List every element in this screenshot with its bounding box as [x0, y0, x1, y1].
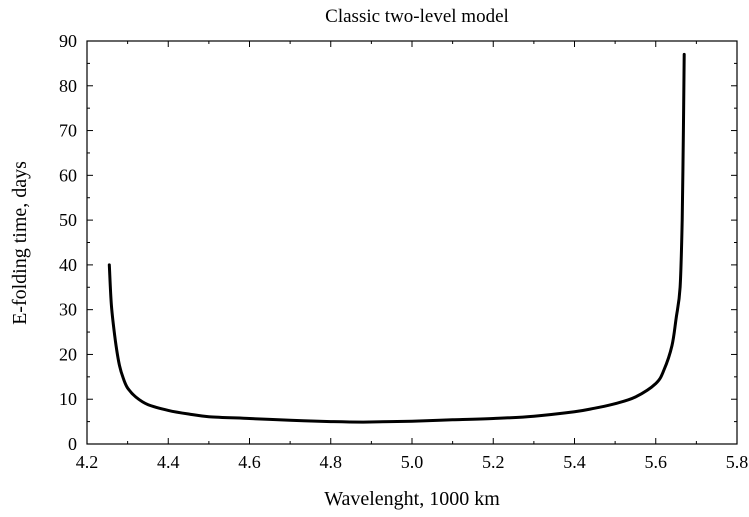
x-tick-label: 4.6 [238, 452, 261, 472]
y-tick-label: 20 [59, 344, 77, 364]
x-tick-label: 4.2 [76, 452, 99, 472]
y-axis-title: E-folding time, days [9, 161, 31, 325]
x-tick-label: 5.8 [726, 452, 749, 472]
chart-title: Classic two-level model [325, 6, 509, 27]
y-tick-label: 40 [59, 255, 77, 275]
x-tick-label: 4.8 [320, 452, 343, 472]
x-tick-label: 5.4 [563, 452, 586, 472]
x-tick-labels: 4.2 4.4 4.6 4.8 5.0 5.2 5.4 5.6 5.8 [76, 452, 749, 472]
x-tick-label: 5.6 [645, 452, 668, 472]
axis-ticks [87, 41, 737, 444]
x-axis-title: Wavelenght, 1000 km [324, 488, 500, 510]
y-tick-label: 0 [68, 434, 77, 454]
y-tick-labels: 0 10 20 30 40 50 60 70 80 90 [59, 31, 77, 454]
y-tick-label: 10 [59, 389, 77, 409]
plot-frame [87, 41, 737, 444]
series-line [109, 54, 684, 422]
y-tick-label: 60 [59, 165, 77, 185]
y-tick-label: 90 [59, 31, 77, 51]
x-tick-label: 5.0 [401, 452, 424, 472]
y-tick-label: 80 [59, 76, 77, 96]
x-tick-label: 5.2 [482, 452, 505, 472]
x-tick-label: 4.4 [157, 452, 180, 472]
y-tick-label: 50 [59, 210, 77, 230]
y-tick-label: 70 [59, 121, 77, 141]
y-tick-label: 30 [59, 300, 77, 320]
